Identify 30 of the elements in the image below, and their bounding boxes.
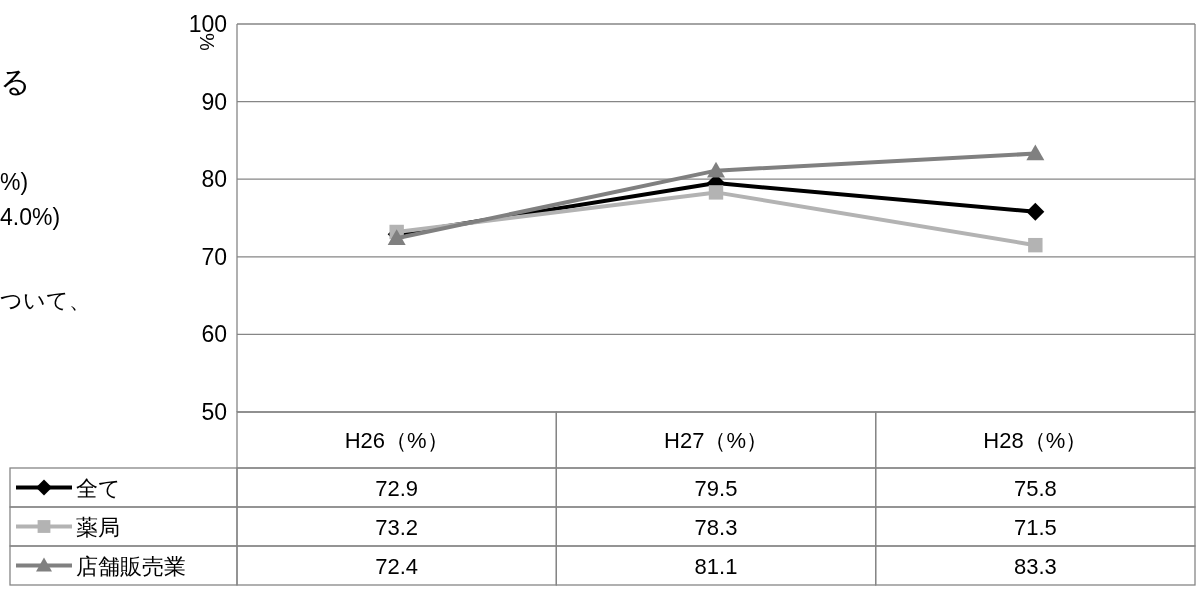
data-label: 83.3 <box>1013 553 1057 579</box>
point <box>708 185 724 200</box>
text: %) <box>0 169 29 195</box>
data-label: 72.9 <box>375 475 419 501</box>
legend-label: 薬局 <box>76 514 120 540</box>
y-tick-label: 70 <box>201 243 227 270</box>
y-tick-label: 50 <box>201 399 227 425</box>
data-label: 81.1 <box>694 553 738 579</box>
data-label: 71.5 <box>1013 514 1057 540</box>
text: ついて、 <box>0 288 91 313</box>
x-tick-label: H27（%） <box>664 428 768 453</box>
point <box>1026 202 1045 221</box>
text: 4.0%) <box>0 204 61 230</box>
x-tick-label: H28（%） <box>983 428 1088 453</box>
y-tick-label: 80 <box>201 166 227 193</box>
data-label: 73.2 <box>375 514 419 540</box>
data-label: 72.4 <box>375 553 419 579</box>
point <box>1028 237 1043 253</box>
y-tick-label: 60 <box>201 321 227 348</box>
point <box>387 229 406 245</box>
x-tick-label: H26（%） <box>344 428 449 453</box>
point <box>1026 144 1045 161</box>
legend-label: 全て <box>76 475 121 501</box>
text: る <box>0 65 31 98</box>
data-label: 78.3 <box>694 514 738 540</box>
data-label: 75.8 <box>1013 475 1057 501</box>
data-label: 79.5 <box>694 475 738 501</box>
legend-label: 店舗販売業 <box>76 553 186 579</box>
point <box>707 161 725 178</box>
y-tick-label: 90 <box>201 88 227 115</box>
